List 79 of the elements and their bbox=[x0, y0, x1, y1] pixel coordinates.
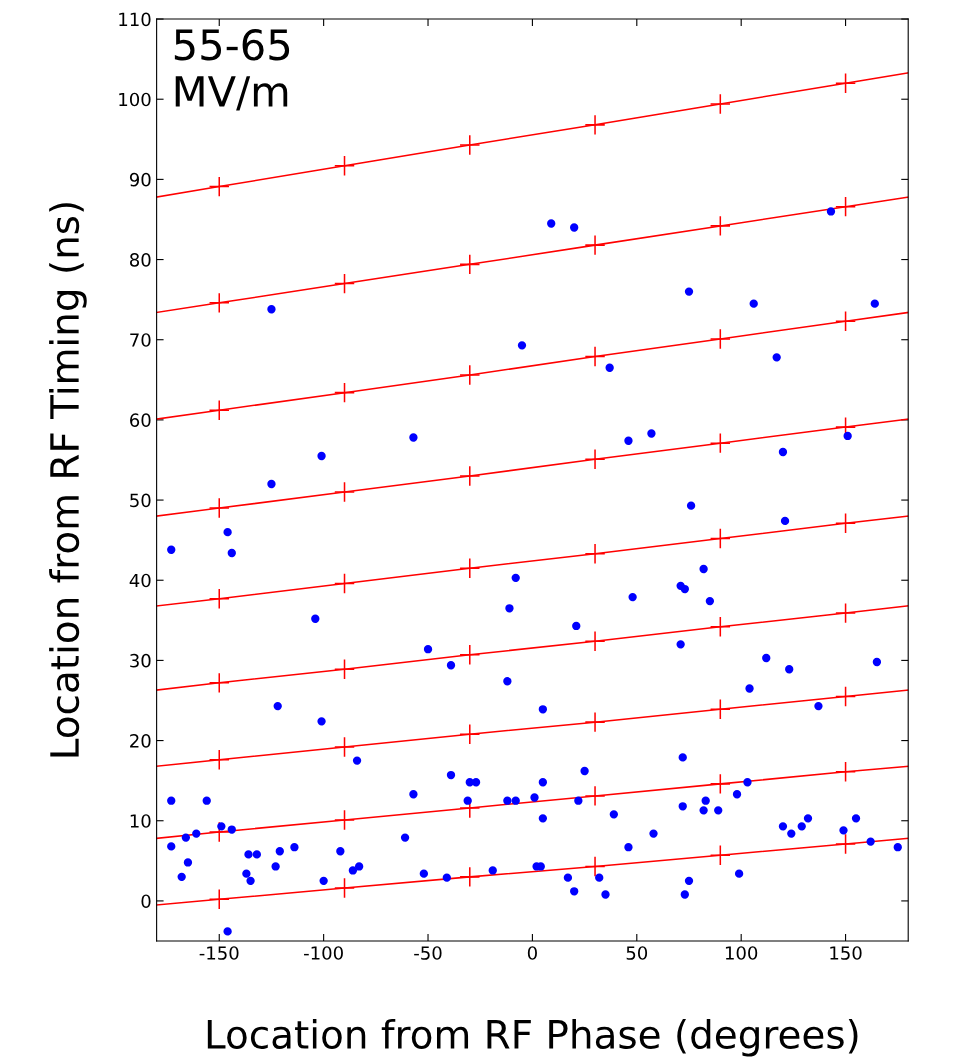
point bbox=[459, 866, 481, 888]
point bbox=[584, 855, 606, 877]
line-series bbox=[156, 602, 909, 694]
line-series bbox=[156, 196, 909, 314]
point bbox=[709, 328, 731, 350]
y-tick-label: 10 bbox=[130, 814, 151, 828]
y-tick-label: 100 bbox=[119, 92, 151, 107]
point bbox=[208, 749, 230, 771]
point bbox=[334, 736, 356, 758]
x-tick-label: -150 bbox=[199, 946, 239, 960]
point bbox=[584, 234, 606, 256]
point bbox=[584, 114, 606, 136]
point bbox=[334, 273, 356, 295]
point bbox=[208, 672, 230, 694]
x-tick-label: 100 bbox=[725, 946, 758, 960]
point bbox=[584, 630, 606, 652]
point bbox=[835, 602, 857, 624]
point bbox=[709, 528, 731, 550]
y-tick-label: 40 bbox=[129, 573, 151, 588]
y-tick-label: 60 bbox=[130, 413, 151, 428]
point bbox=[709, 698, 731, 720]
point bbox=[835, 512, 857, 534]
point bbox=[208, 399, 230, 421]
point bbox=[584, 543, 606, 565]
point bbox=[334, 155, 356, 177]
point bbox=[459, 644, 481, 666]
point bbox=[208, 888, 230, 910]
point bbox=[835, 196, 857, 218]
point bbox=[709, 844, 731, 866]
x-tick-label: 50 bbox=[626, 946, 648, 960]
line-series bbox=[156, 512, 909, 610]
point bbox=[835, 833, 857, 855]
point bbox=[334, 481, 356, 503]
point bbox=[334, 658, 356, 680]
point bbox=[334, 877, 356, 899]
y-tick-label: 20 bbox=[130, 734, 151, 748]
point bbox=[709, 616, 731, 638]
point bbox=[709, 773, 731, 795]
y-tick-label: 110 bbox=[119, 12, 151, 27]
point bbox=[459, 465, 481, 487]
point bbox=[208, 176, 230, 198]
point bbox=[835, 310, 857, 332]
point bbox=[584, 346, 606, 368]
point bbox=[709, 215, 731, 237]
point bbox=[208, 497, 230, 519]
point bbox=[709, 432, 731, 454]
annotation: 55-65 MV/m bbox=[174, 29, 290, 111]
point bbox=[584, 785, 606, 807]
point bbox=[334, 572, 356, 594]
point bbox=[459, 723, 481, 745]
point bbox=[835, 72, 857, 94]
point bbox=[584, 448, 606, 470]
y-tick-label: 70 bbox=[130, 333, 151, 347]
x-axis-title: Location from RF Phase (degrees) bbox=[207, 1018, 858, 1057]
point bbox=[334, 382, 356, 404]
x-tick-label: -100 bbox=[304, 946, 343, 960]
line-series bbox=[156, 71, 909, 198]
point bbox=[459, 253, 481, 275]
point bbox=[835, 761, 857, 783]
point bbox=[208, 292, 230, 314]
point bbox=[459, 134, 481, 156]
line-series bbox=[156, 310, 909, 421]
y-tick-label: 90 bbox=[129, 172, 151, 187]
point bbox=[459, 364, 481, 386]
y-axis-title: Location from RF Timing (ns) bbox=[49, 203, 87, 757]
point bbox=[835, 685, 857, 707]
x-tick-label: -50 bbox=[414, 946, 442, 960]
point bbox=[208, 588, 230, 610]
y-tick-label: 0 bbox=[141, 894, 151, 909]
x-tick-label: 0 bbox=[527, 946, 537, 960]
point bbox=[334, 809, 356, 831]
line-series bbox=[156, 416, 909, 519]
point bbox=[584, 711, 606, 733]
point bbox=[709, 93, 731, 115]
y-tick-label: 80 bbox=[130, 253, 151, 267]
y-tick-label: 50 bbox=[130, 493, 151, 508]
point bbox=[459, 557, 481, 579]
x-tick-label: 150 bbox=[830, 946, 862, 960]
y-tick-label: 30 bbox=[130, 653, 151, 668]
